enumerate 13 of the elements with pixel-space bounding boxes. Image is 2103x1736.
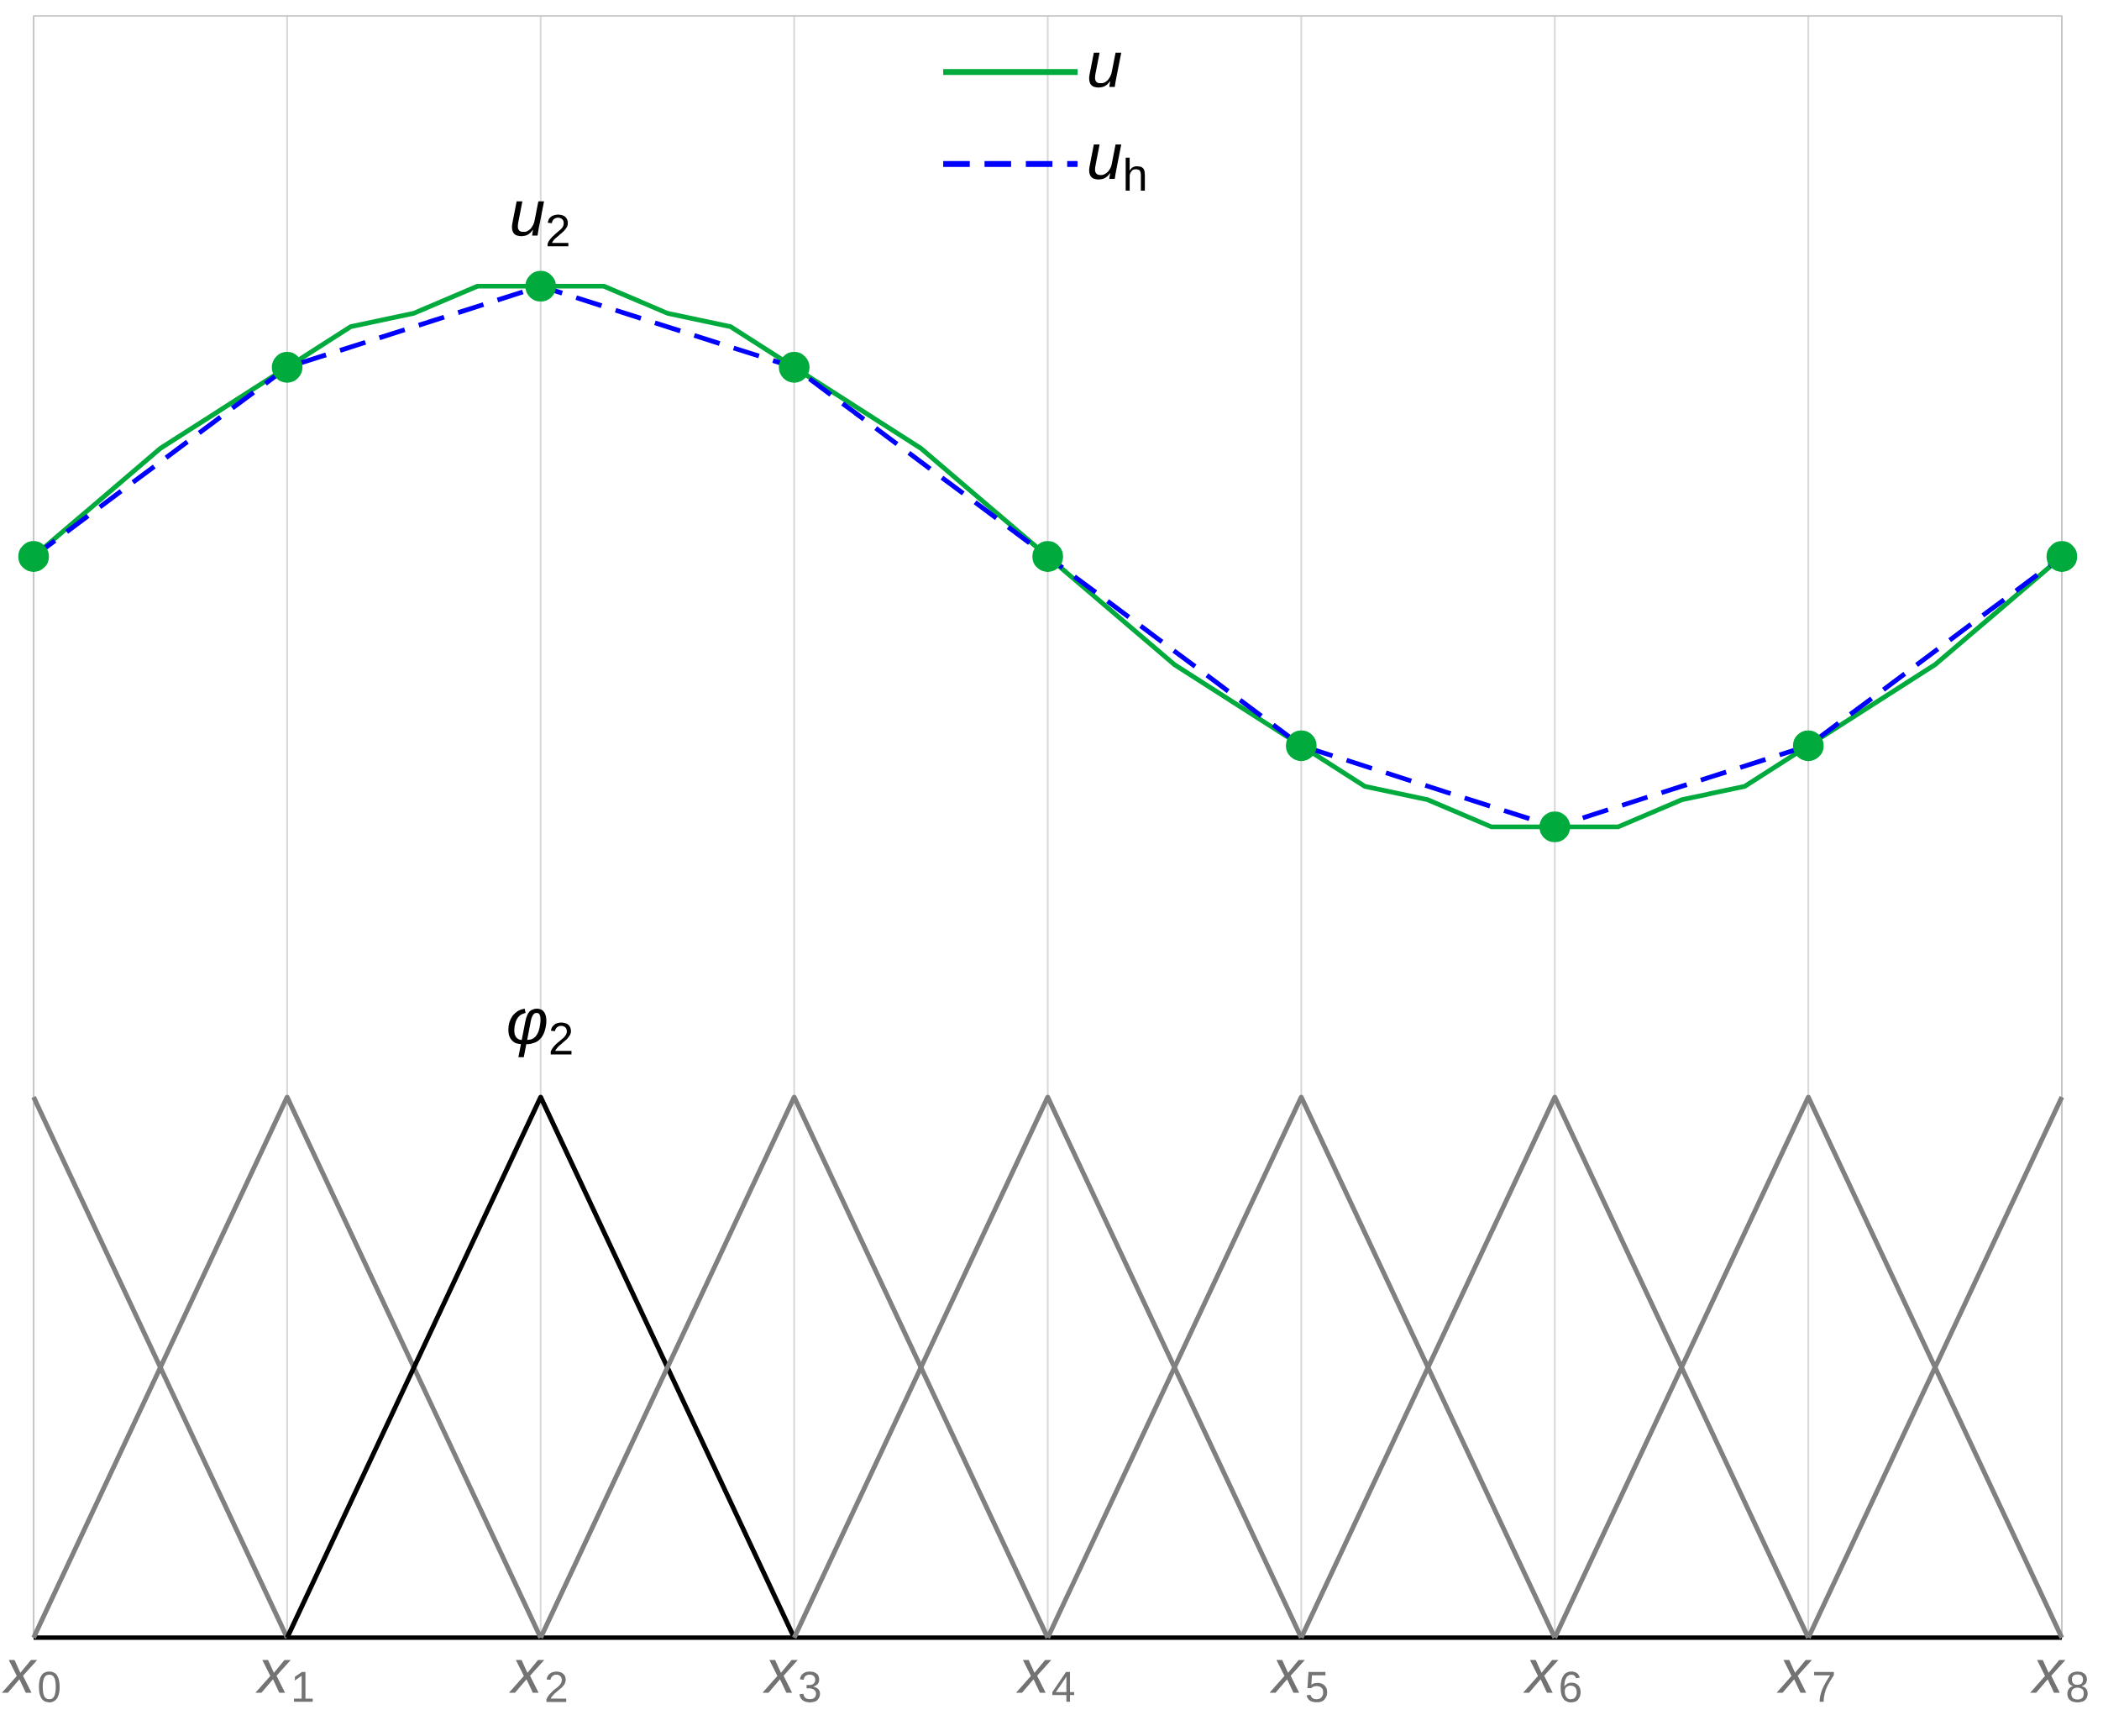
x-tick-label: x$_{2}$ xyxy=(509,1660,567,1702)
legend-label: u xyxy=(1088,52,1122,88)
x-tick-label: x$_{4}$ xyxy=(1015,1660,1075,1702)
annotation: u$_{2}$ xyxy=(511,201,569,247)
x-tick-label: x$_{3}$ xyxy=(762,1660,821,1702)
legend-label: u$_{h}$ xyxy=(1088,144,1146,191)
x-tick-label: x$_{1}$ xyxy=(255,1660,313,1702)
x-tick-label: x$_{8}$ xyxy=(2030,1660,2088,1702)
x-tick-label: x$_{6}$ xyxy=(1523,1660,1581,1702)
x-tick-label: x$_{5}$ xyxy=(1269,1660,1328,1702)
x-tick-label: x$_{0}$ xyxy=(2,1660,60,1702)
annotation: φ$_{2}$ xyxy=(508,1008,572,1057)
x-tick-label: x$_{7}$ xyxy=(1776,1660,1834,1702)
